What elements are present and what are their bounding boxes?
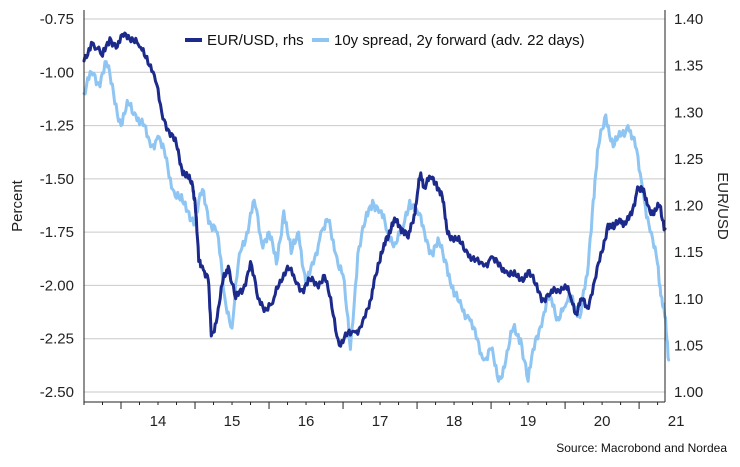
right-tick-label: 1.30 [674, 104, 703, 121]
left-tick-label: -1.00 [40, 64, 74, 81]
right-tick-label: 1.40 [674, 11, 703, 28]
x-tick-label: 19 [520, 413, 537, 430]
right-axis-title: EUR/USD [714, 172, 731, 240]
series-line-eurusd [82, 31, 667, 348]
legend: EUR/USD, rhs 10y spread, 2y forward (adv… [185, 32, 585, 49]
right-tick-label: 1.35 [674, 58, 703, 75]
x-tick-label: 15 [224, 413, 241, 430]
source-note: Source: Macrobond and Nordea [556, 441, 727, 455]
x-tick-label: 14 [150, 413, 167, 430]
left-tick-label: -1.25 [40, 118, 74, 135]
x-axis-ticks: 14 15 16 17 18 19 20 21 [83, 402, 685, 430]
left-tick-label: -1.50 [40, 171, 74, 188]
x-tick-label: 21 [668, 413, 685, 430]
left-tick-label: -0.75 [40, 11, 74, 28]
left-tick-label: -1.75 [40, 224, 74, 241]
right-tick-label: 1.15 [674, 244, 703, 261]
legend-label-eurusd: EUR/USD, rhs [207, 32, 304, 49]
series-lines [82, 31, 671, 383]
x-tick-label: 17 [372, 413, 389, 430]
left-axis-ticks: -0.75 -1.00 -1.25 -1.50 -1.75 -2.00 -2.25 -2.50 [40, 11, 74, 401]
left-tick-label: -2.25 [40, 331, 74, 348]
x-tick-label: 18 [446, 413, 463, 430]
right-tick-label: 1.10 [674, 291, 703, 308]
left-axis-title: Percent [9, 179, 26, 232]
right-tick-label: 1.25 [674, 151, 703, 168]
left-tick-label: -2.50 [40, 384, 74, 401]
right-axis-ticks: 1.40 1.35 1.30 1.25 1.20 1.15 1.10 1.05 1.00 [674, 11, 703, 401]
x-tick-label: 20 [594, 413, 611, 430]
left-tick-label: -2.00 [40, 277, 74, 294]
legend-label-spread: 10y spread, 2y forward (adv. 22 days) [334, 32, 585, 49]
right-tick-label: 1.05 [674, 337, 703, 354]
right-tick-label: 1.20 [674, 198, 703, 215]
x-tick-label: 16 [298, 413, 315, 430]
series-line-spread [82, 60, 671, 383]
right-tick-label: 1.00 [674, 384, 703, 401]
